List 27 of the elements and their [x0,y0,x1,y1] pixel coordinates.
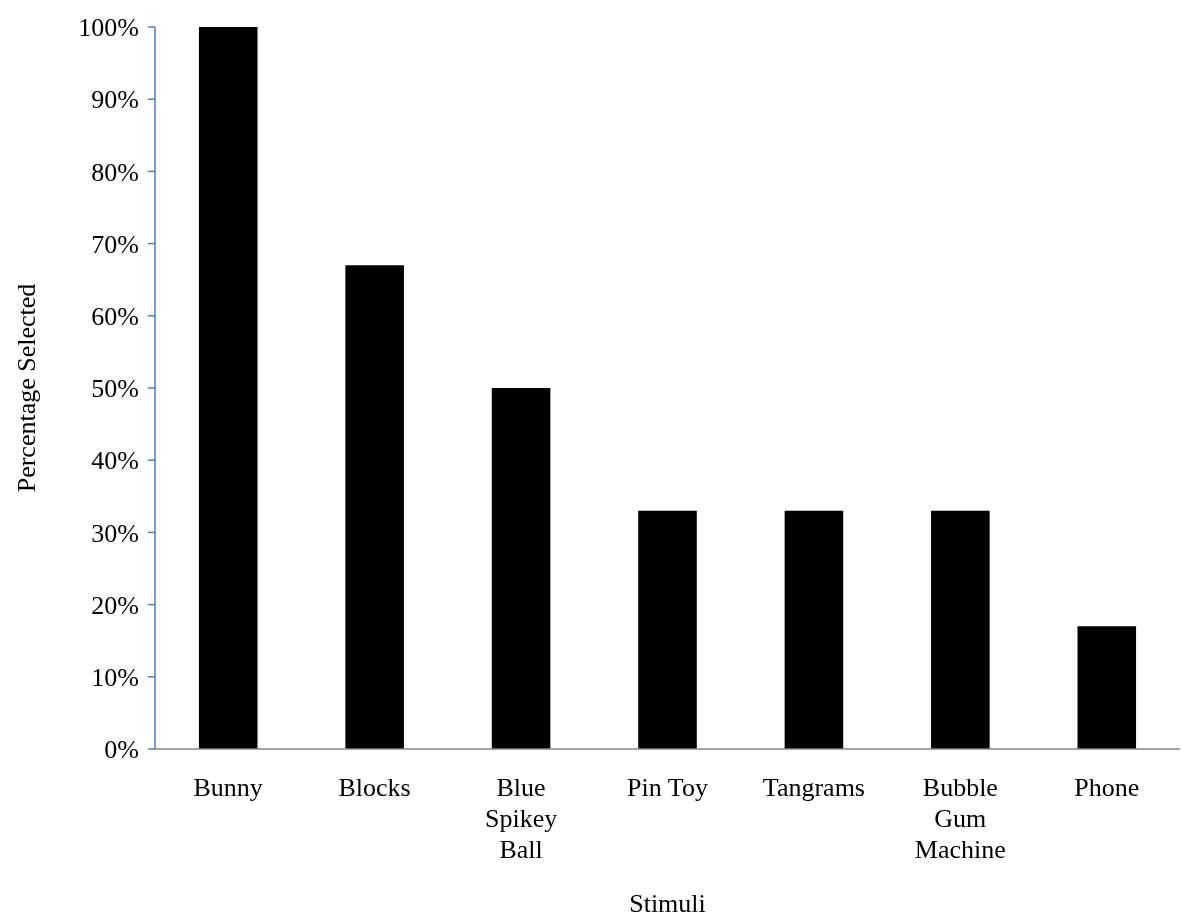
x-tick-label: Pin Toy [627,773,708,802]
x-tick-label: Bubble Gum Machine [914,773,1006,864]
bar [784,510,844,749]
y-tick-label: 60% [91,301,139,331]
x-tick-label: Blue Spikey Ball [484,773,558,864]
bar [931,510,990,749]
x-tick-label: Blocks [338,773,411,802]
x-tick-label: Tangrams [762,773,866,802]
bar [198,27,258,749]
bar [638,510,697,749]
bar [345,265,404,749]
x-tick-label: Bunny [193,773,263,802]
bar [491,388,551,749]
y-tick-label: 30% [91,518,139,548]
bar [1077,626,1137,749]
y-tick-label: 20% [91,590,139,620]
y-tick-label: 50% [91,374,139,404]
y-tick-label: 70% [91,229,139,259]
y-tick-label: 40% [91,446,139,476]
y-tick-label: 10% [91,662,139,692]
y-tick-label: 90% [91,85,139,115]
x-axis-title: Stimuli [629,889,706,918]
y-tick-label: 0% [104,735,139,765]
y-tick-label: 80% [91,157,139,187]
x-tick-label: Phone [1074,773,1140,802]
y-tick-label: 100% [78,13,139,43]
y-axis-title: Percentage Selected [12,283,41,493]
